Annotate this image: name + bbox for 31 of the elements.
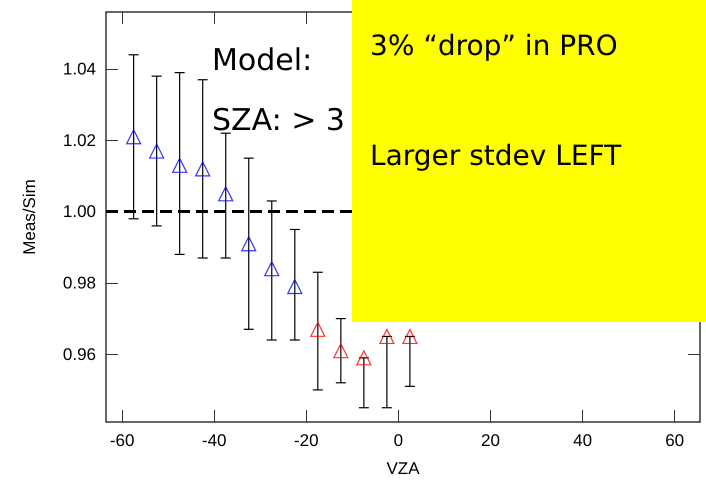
annotation: 3% “drop” in PRO [370,29,618,62]
point [241,236,256,252]
x-tick-label: 0 [394,431,404,450]
point [310,322,326,337]
point [333,343,348,358]
annotation: Model: [212,43,312,78]
annotation: SZA: > 3 [212,103,345,138]
point [356,350,372,366]
point [218,186,234,202]
x-tick-label: -60 [110,431,134,450]
y-tick-label: 0.98 [62,273,96,292]
point [379,328,394,344]
y-tick-label: 0.96 [62,344,96,364]
point [287,278,302,294]
x-tick-label: -20 [294,431,319,450]
point [195,161,210,176]
x-tick-label: 60 [665,431,684,450]
point [126,129,142,144]
y-tick-label: 1.02 [62,130,96,150]
point [149,143,164,159]
y-axis-title: Meas/Sim [20,179,39,255]
y-tick-label: 1.04 [62,60,96,79]
annotation: Larger stdev LEFT [370,139,622,172]
point [264,261,280,276]
point [172,158,188,173]
point [402,328,418,344]
x-tick-label: 40 [573,431,592,450]
y-tick-label: 1.00 [62,202,96,222]
x-axis-title: VZA [386,459,420,478]
x-tick-label: -40 [202,431,226,450]
x-tick-label: 20 [481,431,500,450]
